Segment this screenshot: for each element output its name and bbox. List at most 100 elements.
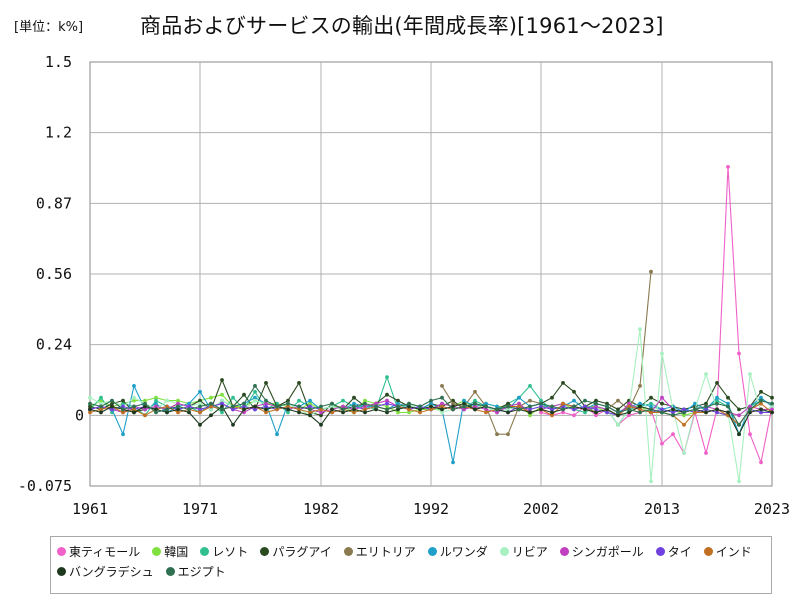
data-point bbox=[462, 404, 466, 409]
data-point bbox=[715, 410, 719, 415]
data-point bbox=[198, 401, 202, 406]
data-point bbox=[154, 404, 158, 409]
data-point bbox=[220, 378, 224, 382]
data-point bbox=[594, 398, 598, 403]
data-point bbox=[385, 392, 389, 397]
data-point bbox=[594, 413, 598, 418]
data-point bbox=[572, 389, 576, 394]
data-point bbox=[341, 404, 345, 409]
legend-label: バングラデシュ bbox=[69, 564, 154, 579]
data-point bbox=[165, 404, 169, 409]
data-point bbox=[363, 401, 367, 406]
data-point bbox=[704, 404, 708, 409]
data-point bbox=[649, 395, 653, 400]
data-point bbox=[352, 407, 356, 412]
data-point bbox=[693, 410, 697, 415]
data-point bbox=[572, 398, 576, 403]
data-point bbox=[319, 413, 323, 418]
data-point bbox=[638, 327, 642, 332]
data-point bbox=[220, 410, 224, 415]
data-point bbox=[737, 413, 741, 418]
legend-marker bbox=[57, 546, 66, 556]
data-point bbox=[99, 395, 103, 400]
data-point bbox=[616, 422, 620, 427]
data-point bbox=[583, 410, 587, 415]
data-point bbox=[627, 404, 631, 409]
legend-item: シンガポール bbox=[559, 541, 644, 561]
data-point bbox=[341, 410, 345, 415]
data-point bbox=[352, 404, 356, 409]
data-point bbox=[550, 407, 554, 412]
data-point bbox=[506, 410, 510, 415]
data-point bbox=[682, 410, 686, 415]
data-point bbox=[726, 395, 730, 400]
data-point bbox=[286, 398, 290, 403]
y-tick-label: 0 bbox=[75, 406, 84, 424]
data-point bbox=[330, 401, 334, 406]
legend-label: レソト bbox=[212, 544, 249, 559]
data-point bbox=[374, 407, 378, 412]
data-point bbox=[374, 401, 378, 406]
data-point bbox=[759, 401, 763, 406]
data-point bbox=[539, 401, 543, 406]
data-point bbox=[429, 401, 433, 406]
legend-marker bbox=[499, 546, 509, 556]
data-point bbox=[682, 407, 686, 412]
data-point bbox=[275, 432, 279, 437]
data-point bbox=[418, 404, 422, 409]
chart-title: 商品およびサービスの輸出(年間成長率)[1961〜2023] bbox=[140, 14, 664, 38]
data-point bbox=[682, 451, 686, 455]
data-point bbox=[627, 407, 631, 412]
data-point bbox=[209, 395, 213, 400]
data-point bbox=[627, 413, 631, 418]
data-point bbox=[319, 422, 323, 427]
data-point bbox=[407, 404, 411, 409]
data-point bbox=[319, 407, 323, 412]
data-point bbox=[451, 407, 455, 412]
data-point bbox=[286, 404, 290, 409]
data-point bbox=[396, 404, 400, 409]
data-point bbox=[660, 410, 664, 415]
data-point bbox=[88, 395, 92, 400]
data-point bbox=[264, 381, 268, 385]
data-point bbox=[561, 404, 565, 409]
data-point bbox=[297, 407, 301, 412]
data-point bbox=[528, 398, 532, 403]
data-point bbox=[198, 407, 202, 412]
data-point bbox=[506, 404, 510, 409]
legend-label: ルワンダ bbox=[439, 544, 488, 559]
data-point bbox=[770, 404, 774, 409]
data-point bbox=[110, 404, 114, 409]
data-point bbox=[550, 404, 554, 409]
data-point bbox=[583, 398, 587, 403]
data-point bbox=[154, 401, 158, 406]
legend-label: エリトリア bbox=[355, 544, 416, 559]
data-point bbox=[737, 351, 741, 356]
data-point bbox=[583, 407, 587, 412]
legend-label: リビア bbox=[511, 544, 548, 559]
data-point bbox=[143, 413, 147, 418]
data-point bbox=[616, 413, 620, 418]
grid bbox=[90, 62, 772, 486]
data-point bbox=[715, 395, 719, 400]
data-point bbox=[143, 398, 147, 403]
legend-item: 東ティモール bbox=[57, 541, 140, 561]
data-point bbox=[429, 398, 433, 403]
data-point bbox=[704, 372, 708, 376]
legend-item: エリトリア bbox=[343, 541, 416, 561]
data-point bbox=[396, 407, 400, 412]
data-point bbox=[770, 395, 774, 400]
data-point bbox=[451, 404, 455, 409]
y-tick-label: 1.2 bbox=[45, 124, 72, 142]
data-point bbox=[286, 401, 290, 406]
data-point bbox=[121, 401, 125, 406]
data-point bbox=[682, 413, 686, 418]
data-point bbox=[330, 407, 334, 412]
data-point bbox=[715, 401, 719, 406]
data-point bbox=[473, 398, 477, 403]
data-point bbox=[660, 407, 664, 412]
data-point bbox=[264, 401, 268, 406]
data-point bbox=[539, 404, 543, 409]
data-point bbox=[308, 413, 312, 418]
data-point bbox=[264, 410, 268, 415]
